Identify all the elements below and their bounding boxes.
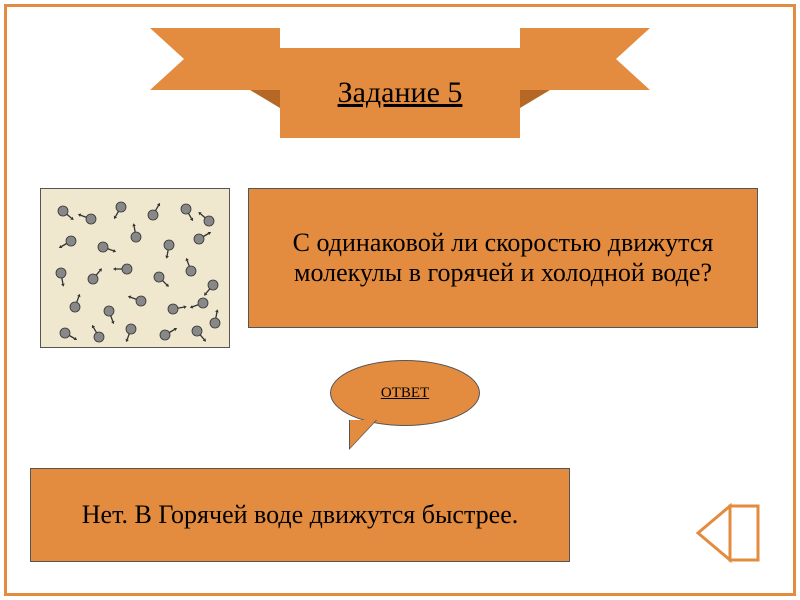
slide-title: Задание 5 [280,48,520,138]
back-arrow-icon [696,502,764,564]
ribbon-tail-left [150,28,280,90]
bubble-tail [350,420,376,448]
answer-label: ОТВЕТ [330,360,480,426]
title-ribbon: Задание 5 [150,18,650,138]
answer-button[interactable]: ОТВЕТ [330,360,480,426]
question-text: С одинаковой ли скоростью движутся молек… [248,188,758,328]
nav-back-button[interactable] [696,502,764,564]
ribbon-fold-right [520,90,550,108]
molecules-svg [41,189,231,349]
ribbon-tail-right [520,28,650,90]
ribbon-fold-left [250,90,280,108]
answer-text: Нет. В Горячей воде движутся быстрее. [30,468,570,562]
molecules-illustration [40,188,230,348]
